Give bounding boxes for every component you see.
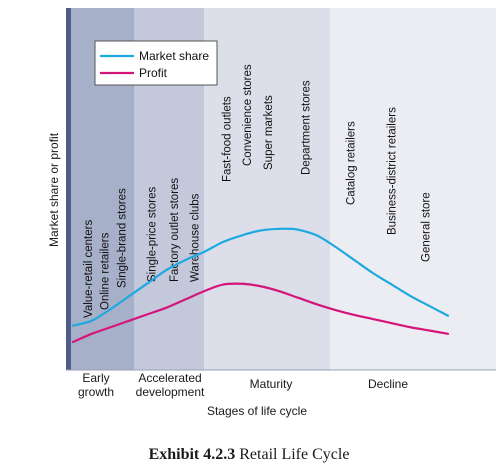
- retailer-label: Catalog retailers: [345, 121, 357, 205]
- stage-label: Accelerated development: [136, 371, 205, 399]
- retailer-label: Department stores: [300, 80, 312, 175]
- retailer-label: Online retailers: [100, 232, 112, 310]
- y-axis-label: Market share or profit: [47, 132, 61, 247]
- retailer-label: Factory outlet stores: [169, 178, 181, 282]
- series-line-market-share: [71, 227, 450, 327]
- stage-label: Early growth: [78, 371, 114, 399]
- legend-entry: Market share: [139, 49, 209, 63]
- stage-labels: Early growth Accelerated development Maturit…: [78, 371, 408, 399]
- stage-band: [204, 8, 330, 370]
- caption-label: Exhibit 4.2.3: [148, 446, 236, 463]
- y-axis-bar: [66, 8, 71, 370]
- retailer-label: Single-price stores: [147, 187, 159, 282]
- legend-entry: Profit: [139, 66, 168, 80]
- x-axis-label: Stages of life cycle: [207, 404, 307, 418]
- retailer-label: Business-district retailers: [387, 107, 399, 235]
- retailer-label: Value-retail centers: [83, 220, 95, 318]
- retailer-label: Single-brand stores: [117, 188, 129, 288]
- retailer-label: Fast-food outlets: [222, 96, 234, 182]
- retail-life-cycle-chart: Value-retail centers Online retailers Sing…: [47, 8, 496, 418]
- legend-box: [94, 40, 218, 86]
- stage-label: Maturity: [250, 377, 293, 391]
- caption-text: Retail Life Cycle: [235, 446, 350, 463]
- stage-label: Decline: [368, 377, 408, 391]
- retailer-label: Super markets: [263, 95, 275, 170]
- series-lines: [71, 227, 450, 344]
- retailer-annotations: Value-retail centers Online retailers Sing…: [83, 64, 433, 318]
- legend: Market share Profit: [94, 40, 218, 86]
- retailer-label: Warehouse clubs: [190, 193, 202, 282]
- retailer-label: Convenience stores: [242, 64, 254, 166]
- figure-caption: Exhibit 4.2.3 Retail Life Cycle: [0, 446, 498, 464]
- series-line-profit: [71, 282, 450, 344]
- retailer-label: General store: [420, 192, 432, 262]
- stage-band: [330, 8, 496, 370]
